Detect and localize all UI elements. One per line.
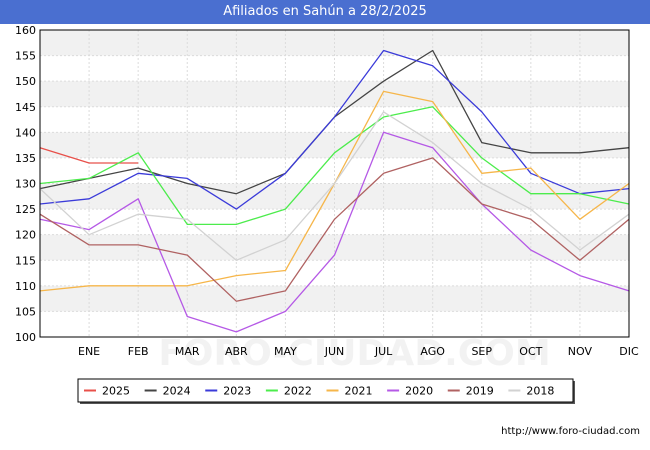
series-line-2025 xyxy=(39,147,139,164)
plot-frame xyxy=(39,29,630,338)
x-tick-label: DIC xyxy=(619,345,639,358)
y-tick-label: 150 xyxy=(15,75,36,88)
legend-box xyxy=(77,378,574,403)
legend-label-2022: 2022 xyxy=(284,385,312,398)
x-tick-label: AGO xyxy=(420,345,445,358)
y-tick-label: 110 xyxy=(15,280,36,293)
y-tick-label: 115 xyxy=(15,254,36,267)
legend-label-2018: 2018 xyxy=(526,385,554,398)
y-tick-label: 155 xyxy=(15,50,36,63)
legend-label-2025: 2025 xyxy=(102,385,130,398)
y-tick-label: 100 xyxy=(15,331,36,344)
series-line-2023 xyxy=(39,49,630,210)
y-tick-label: 105 xyxy=(15,305,36,318)
x-tick-label: OCT xyxy=(519,345,542,358)
legend-label-2020: 2020 xyxy=(405,385,433,398)
legend-label-2023: 2023 xyxy=(223,385,251,398)
chart-title: Afiliados en Sahún a 28/2/2025 xyxy=(0,0,650,24)
series-line-2022 xyxy=(39,106,630,226)
y-tick-label: 160 xyxy=(15,24,36,37)
x-tick-label: SEP xyxy=(471,345,492,358)
x-tick-label: ABR xyxy=(225,345,248,358)
footer-url: http://www.foro-ciudad.com xyxy=(501,426,640,437)
x-tick-label: JUL xyxy=(374,345,393,358)
x-tick-label: FEB xyxy=(128,345,149,358)
y-tick-label: 135 xyxy=(15,152,36,165)
y-tick-label: 125 xyxy=(15,203,36,216)
x-tick-label: MAY xyxy=(274,345,297,358)
series-line-2019 xyxy=(39,157,630,302)
series-line-2018 xyxy=(39,111,630,261)
y-tick-label: 140 xyxy=(15,126,36,139)
series-line-2020 xyxy=(39,131,630,333)
y-tick-label: 120 xyxy=(15,229,36,242)
y-tick-label: 145 xyxy=(15,101,36,114)
x-tick-label: NOV xyxy=(568,345,593,358)
y-tick-label: 130 xyxy=(15,178,36,191)
watermark: FORO-CIUDAD.COM xyxy=(158,333,550,374)
x-tick-label: ENE xyxy=(78,345,100,358)
legend-label-2021: 2021 xyxy=(345,385,373,398)
x-tick-label: MAR xyxy=(175,345,200,358)
x-tick-label: JUN xyxy=(324,345,345,358)
legend-label-2024: 2024 xyxy=(163,385,191,398)
legend-label-2019: 2019 xyxy=(466,385,494,398)
